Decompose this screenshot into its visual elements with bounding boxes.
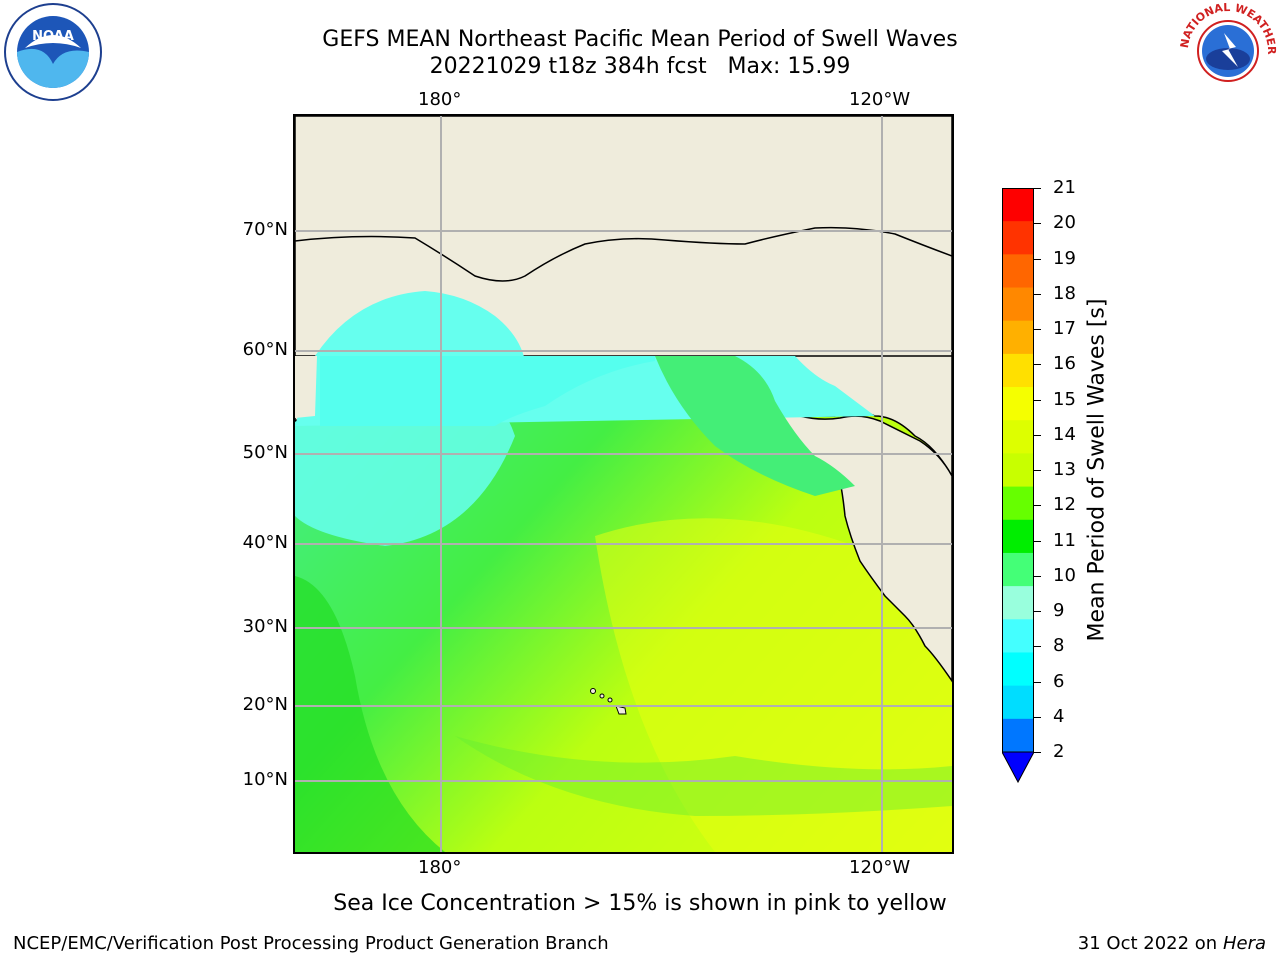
colorbar-tick-label: 2 bbox=[1053, 741, 1065, 762]
colorbar-tick-label: 11 bbox=[1053, 529, 1076, 551]
lat-label: 30°N bbox=[242, 616, 288, 637]
bering-shelf bbox=[320, 356, 655, 426]
colorbar-swatch bbox=[1002, 453, 1034, 488]
colorbar-tick-label: 10 bbox=[1053, 564, 1076, 586]
lat-label: 50°N bbox=[242, 442, 288, 463]
gulf-of-alaska bbox=[655, 356, 855, 496]
svg-text:NOAA: NOAA bbox=[32, 29, 74, 44]
map-subtitle: 20221029 t18z 384h fcst Max: 15.99 bbox=[429, 54, 851, 79]
map-title: GEFS MEAN Northeast Pacific Mean Period … bbox=[322, 27, 958, 52]
colorbar-under-arrow bbox=[1001, 751, 1035, 784]
colorbar-tick-label: 8 bbox=[1053, 635, 1065, 657]
colorbar-tick bbox=[1034, 505, 1041, 507]
colorbar-swatch bbox=[1002, 619, 1034, 653]
noaa-logo: NOAA bbox=[3, 2, 103, 102]
footer-credit: NCEP/EMC/Verification Post Processing Pr… bbox=[13, 933, 609, 954]
colorbar-swatch bbox=[1002, 287, 1034, 322]
colorbar-tick bbox=[1034, 470, 1041, 471]
lat-label: 60°N bbox=[242, 339, 288, 360]
lat-label: 40°N bbox=[242, 532, 288, 553]
colorbar-tick-label: 18 bbox=[1053, 282, 1076, 304]
lon-label-top: 120°W bbox=[849, 89, 911, 110]
nws-logo: NATIONAL WEATHER SERVICE bbox=[1174, 0, 1278, 99]
colorbar-tick-label: 16 bbox=[1053, 353, 1076, 375]
colorbar-tick bbox=[1034, 646, 1041, 648]
colorbar bbox=[1001, 188, 1035, 784]
colorbar-tick-label: 9 bbox=[1053, 600, 1065, 621]
colorbar-swatch bbox=[1002, 652, 1034, 687]
colorbar-swatch bbox=[1002, 718, 1034, 753]
colorbar-swatch bbox=[1002, 188, 1034, 222]
hawaii-islands bbox=[590, 688, 627, 715]
colorbar-tick-label: 17 bbox=[1053, 318, 1076, 339]
lat-label: 70°N bbox=[242, 219, 288, 240]
map-plot bbox=[293, 114, 954, 854]
colorbar-tick bbox=[1034, 293, 1041, 295]
colorbar-swatch bbox=[1002, 320, 1034, 355]
colorbar-swatch bbox=[1002, 353, 1034, 388]
colorbar-tick bbox=[1034, 611, 1041, 612]
lat-label: 10°N bbox=[242, 769, 288, 790]
colorbar-swatch bbox=[1002, 254, 1034, 289]
colorbar-swatch bbox=[1002, 586, 1034, 620]
colorbar-tick bbox=[1034, 223, 1041, 225]
colorbar-swatch bbox=[1002, 685, 1034, 720]
swell-band-tropics bbox=[455, 736, 952, 816]
colorbar-tick bbox=[1034, 399, 1041, 401]
colorbar-tick bbox=[1034, 329, 1041, 330]
colorbar-swatch bbox=[1002, 552, 1034, 587]
kamchatka bbox=[295, 356, 317, 418]
colorbar-tick-label: 4 bbox=[1053, 705, 1065, 727]
colorbar-tick-label: 15 bbox=[1053, 388, 1076, 410]
colorbar-swatch bbox=[1002, 519, 1034, 554]
colorbar-tick bbox=[1034, 188, 1041, 189]
sea-ice-note: Sea Ice Concentration > 15% is shown in … bbox=[333, 891, 947, 916]
colorbar-tick bbox=[1034, 364, 1041, 366]
colorbar-swatch bbox=[1002, 221, 1034, 255]
lon-label-bottom: 180° bbox=[418, 857, 462, 878]
swell-zone-sw bbox=[295, 576, 445, 852]
colorbar-tick bbox=[1034, 752, 1041, 753]
colorbar-tick bbox=[1034, 434, 1041, 436]
colorbar-swatch bbox=[1002, 420, 1034, 454]
footer-date: 31 Oct 2022 on Hera bbox=[1078, 933, 1266, 954]
colorbar-swatch bbox=[1002, 387, 1034, 421]
graticule bbox=[295, 116, 952, 852]
colorbar-tick bbox=[1034, 716, 1041, 718]
colorbar-tick-label: 14 bbox=[1053, 423, 1076, 445]
colorbar-tick-label: 19 bbox=[1053, 247, 1076, 269]
colorbar-tick bbox=[1034, 258, 1041, 260]
lat-label: 20°N bbox=[242, 694, 288, 715]
lon-label-bottom: 120°W bbox=[849, 857, 911, 878]
colorbar-swatch bbox=[1002, 486, 1034, 521]
colorbar-tick-label: 12 bbox=[1053, 494, 1076, 516]
colorbar-tick-label: 6 bbox=[1053, 670, 1065, 692]
colorbar-tick-label: 13 bbox=[1053, 459, 1076, 480]
footer-date-text: 31 Oct 2022 on bbox=[1077, 933, 1218, 954]
colorbar-tick-label: 20 bbox=[1053, 212, 1076, 234]
map-canvas bbox=[295, 116, 952, 852]
colorbar-tick bbox=[1034, 540, 1041, 542]
colorbar-label: Mean Period of Swell Waves [s] bbox=[1084, 298, 1110, 642]
colorbar-swatches bbox=[1001, 188, 1035, 784]
footer-host: Hera bbox=[1222, 933, 1266, 954]
colorbar-outline bbox=[1002, 188, 1034, 753]
colorbar-tick-label: 21 bbox=[1053, 177, 1076, 198]
lon-label-top: 180° bbox=[418, 89, 462, 110]
colorbar-tick bbox=[1034, 575, 1041, 577]
swell-zone-se bbox=[595, 518, 952, 852]
colorbar-tick bbox=[1034, 681, 1041, 683]
